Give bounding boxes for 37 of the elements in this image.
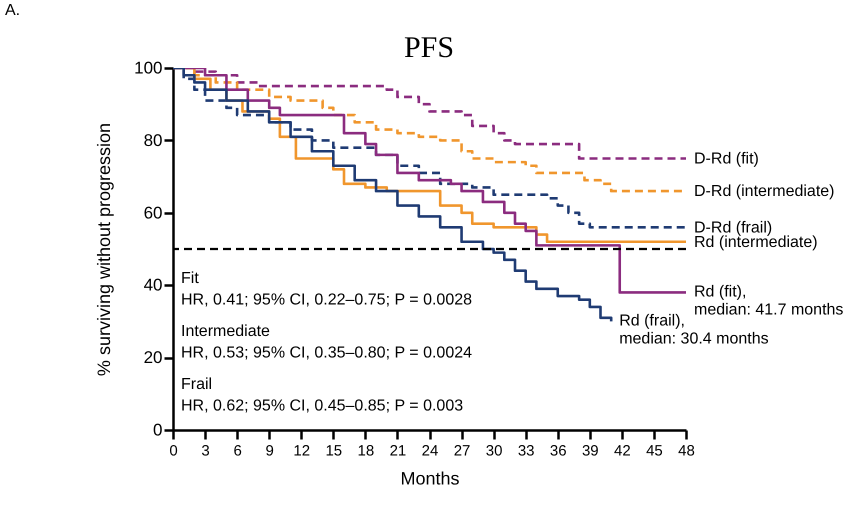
x-tick-label: 48	[678, 442, 695, 460]
series-label: Rd (intermediate)	[694, 234, 818, 251]
x-tick-label: 24	[422, 442, 438, 460]
x-tick-label: 33	[518, 442, 535, 460]
y-tick-label: 0	[153, 420, 162, 440]
x-tick-label: 12	[293, 442, 310, 460]
x-tick-label: 6	[233, 442, 242, 460]
x-tick-label: 42	[614, 442, 631, 460]
x-tick-label: 3	[201, 442, 210, 460]
x-tick-label: 36	[550, 442, 567, 460]
x-tick-label: 9	[266, 442, 274, 460]
y-tick-label: 40	[144, 276, 162, 295]
annotation: Fit	[181, 270, 200, 287]
x-tick-label: 30	[486, 442, 502, 460]
annotation: HR, 0.41; 95% CI, 0.22–0.75; P = 0.0028	[181, 292, 472, 308]
x-tick-label: 39	[582, 442, 599, 460]
chart-title: PFS	[404, 31, 454, 64]
series-label: D-Rd (fit)	[694, 150, 759, 168]
x-tick-label: 18	[358, 442, 374, 460]
annotation: HR, 0.62; 95% CI, 0.45–0.85; P = 0.003	[181, 398, 464, 414]
y-tick-label: 20	[144, 348, 162, 368]
x-axis-title: Months	[400, 468, 460, 488]
y-axis-title: % surviving without progression	[94, 122, 114, 376]
annotation: HR, 0.53; 95% CI, 0.35–0.80; P = 0.0024	[181, 344, 472, 362]
x-tick-label: 45	[646, 442, 663, 460]
y-tick-label: 80	[144, 130, 162, 150]
x-tick-label: 27	[454, 442, 470, 460]
y-tick-label: 100	[134, 58, 162, 78]
series-label: D-Rd (intermediate)	[694, 183, 834, 200]
x-tick-label: 15	[325, 442, 342, 460]
annotation: Intermediate	[181, 323, 270, 340]
series-label: D-Rd (frail)	[694, 219, 772, 236]
x-tick-label: 0	[169, 442, 178, 460]
x-tick-label: 21	[390, 442, 406, 460]
y-tick-label: 60	[144, 203, 162, 222]
annotation: Frail	[181, 376, 212, 393]
text: A.	[5, 2, 20, 19]
